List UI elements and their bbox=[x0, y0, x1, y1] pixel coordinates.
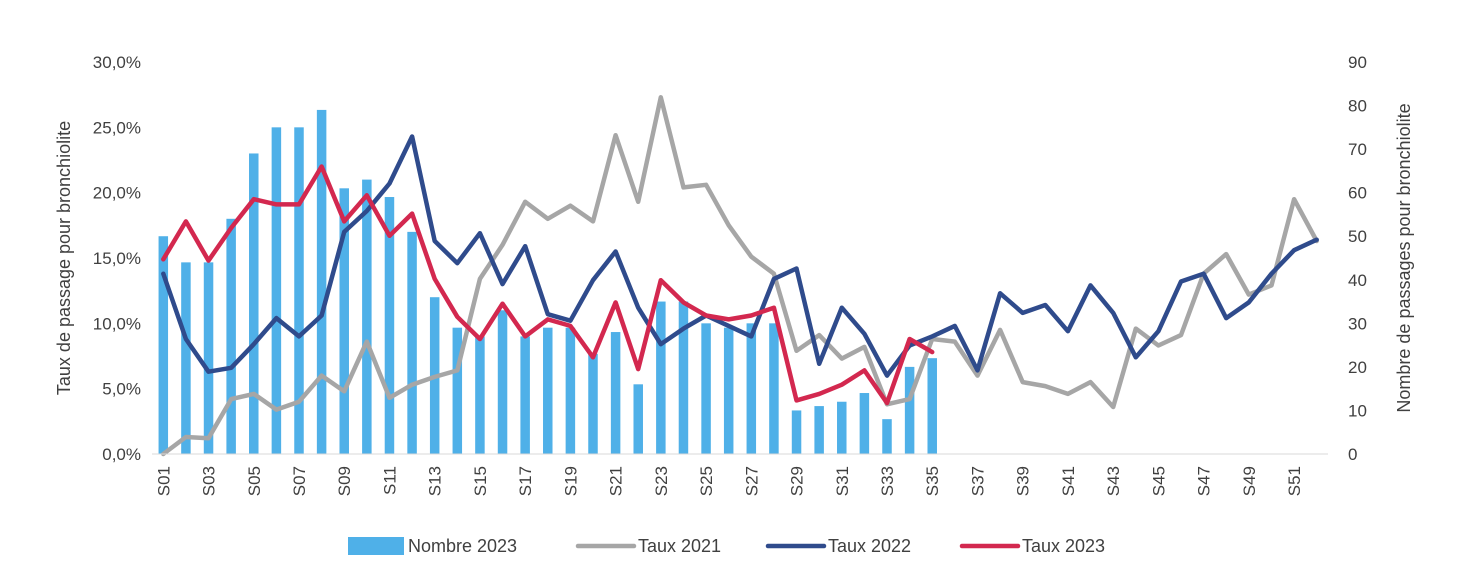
bar-S21 bbox=[610, 332, 621, 454]
x-tick-label: S31 bbox=[833, 466, 852, 496]
x-tick-label: S07 bbox=[290, 466, 309, 496]
x-tick-label: S51 bbox=[1285, 466, 1304, 496]
bar-S02 bbox=[181, 262, 191, 454]
bar-S18 bbox=[543, 327, 553, 454]
bar-S32 bbox=[859, 393, 870, 454]
bar-S26 bbox=[723, 327, 734, 454]
y-left-tick-label: 30,0% bbox=[93, 53, 141, 72]
bar-S24 bbox=[678, 301, 689, 454]
bar-S31 bbox=[837, 401, 847, 454]
bar-S14 bbox=[452, 327, 463, 454]
x-tick-label: S25 bbox=[697, 466, 716, 496]
y-right-tick-label: 90 bbox=[1348, 53, 1367, 72]
x-tick-label: S33 bbox=[878, 466, 897, 496]
x-tick-label: S03 bbox=[200, 466, 219, 496]
x-tick-label: S49 bbox=[1240, 466, 1259, 496]
y-right-tick-label: 10 bbox=[1348, 401, 1367, 420]
y-right-tick-label: 20 bbox=[1348, 358, 1367, 377]
x-tick-label: S05 bbox=[245, 466, 264, 496]
x-tick-label: S43 bbox=[1104, 466, 1123, 496]
bar-S12 bbox=[407, 231, 417, 454]
bar-S30 bbox=[814, 406, 824, 454]
bar-S29 bbox=[791, 410, 802, 454]
bars-layer bbox=[158, 109, 937, 455]
bar-S06 bbox=[271, 127, 282, 454]
x-tick-label: S27 bbox=[742, 466, 761, 496]
x-axis-ticks: S01 S03 S05 S07 S09 S11 S13 S15 S17 S19 S21 S23 S25 S… bbox=[154, 466, 1304, 496]
y-left-tick-label: 20,0% bbox=[93, 184, 141, 203]
bar-S27 bbox=[746, 323, 757, 454]
series-taux-2022 bbox=[161, 134, 1319, 378]
x-tick-label: S11 bbox=[380, 466, 399, 495]
bar-S33 bbox=[882, 419, 892, 454]
y-right-tick-label: 30 bbox=[1348, 314, 1367, 333]
bar-S11 bbox=[384, 197, 395, 454]
legend-label-taux-2021: Taux 2021 bbox=[638, 536, 721, 556]
bar-S04 bbox=[226, 218, 236, 454]
x-tick-label: S23 bbox=[652, 466, 671, 496]
x-tick-label: S29 bbox=[788, 466, 807, 496]
bar-S22 bbox=[633, 384, 643, 454]
legend-label-taux-2022: Taux 2022 bbox=[828, 536, 911, 556]
bar-S28 bbox=[769, 323, 779, 454]
bar-S15 bbox=[475, 336, 485, 454]
right-axis-ticks: 0 10 20 30 40 50 60 70 80 90 bbox=[1348, 53, 1367, 464]
bar-S16 bbox=[497, 310, 508, 454]
x-tick-label: S01 bbox=[154, 466, 173, 496]
y-right-tick-label: 50 bbox=[1348, 227, 1367, 246]
bar-S34 bbox=[904, 366, 915, 454]
bar-S05 bbox=[249, 153, 259, 454]
bar-S19 bbox=[565, 327, 576, 454]
legend-label-nombre-2023: Nombre 2023 bbox=[408, 536, 517, 556]
legend: Nombre 2023 Taux 2021 Taux 2022 Taux 2023 bbox=[348, 536, 1105, 556]
x-tick-label: S13 bbox=[426, 466, 445, 496]
bar-S07 bbox=[294, 127, 304, 454]
legend-swatch-nombre-2023 bbox=[348, 537, 404, 555]
y-right-tick-label: 40 bbox=[1348, 271, 1367, 290]
x-tick-label: S09 bbox=[335, 466, 354, 496]
x-tick-label: S19 bbox=[561, 466, 580, 496]
x-tick-label: S17 bbox=[516, 466, 535, 496]
y-left-tick-label: 10,0% bbox=[93, 314, 141, 333]
x-tick-label: S21 bbox=[607, 466, 626, 496]
series-taux-2023 bbox=[161, 164, 935, 406]
bar-S20 bbox=[588, 353, 598, 454]
x-tick-label: S39 bbox=[1014, 466, 1033, 496]
x-tick-label: S45 bbox=[1149, 466, 1168, 496]
bar-S10 bbox=[362, 179, 372, 454]
x-tick-label: S47 bbox=[1195, 466, 1214, 496]
bar-S35 bbox=[927, 358, 937, 454]
x-tick-label: S41 bbox=[1059, 466, 1078, 496]
x-tick-label: S37 bbox=[968, 466, 987, 496]
y-left-tick-label: 15,0% bbox=[93, 249, 141, 268]
y-right-tick-label: 60 bbox=[1348, 184, 1367, 203]
left-axis-ticks: 0,0% 5,0% 10,0% 15,0% 20,0% 25,0% 30,0% bbox=[93, 53, 141, 464]
series-taux-2021 bbox=[161, 95, 1319, 457]
y-left-tick-label: 0,0% bbox=[102, 445, 141, 464]
bar-S08 bbox=[316, 109, 327, 455]
y-axis-right-title: Nombre de passages pour bronchiolite bbox=[1394, 103, 1414, 412]
y-left-tick-label: 5,0% bbox=[102, 380, 141, 399]
x-tick-label: S35 bbox=[923, 466, 942, 496]
bar-S23 bbox=[656, 301, 666, 454]
y-right-tick-label: 70 bbox=[1348, 140, 1367, 159]
y-right-tick-label: 0 bbox=[1348, 445, 1357, 464]
lines-layer bbox=[161, 95, 1319, 457]
bar-S01 bbox=[158, 236, 169, 454]
x-tick-label: S15 bbox=[471, 466, 490, 496]
bar-S03 bbox=[203, 262, 214, 454]
y-left-tick-label: 25,0% bbox=[93, 118, 141, 137]
bar-S17 bbox=[520, 336, 530, 454]
y-right-tick-label: 80 bbox=[1348, 97, 1367, 116]
bar-S09 bbox=[339, 188, 349, 455]
y-axis-left-title: Taux de passage pour bronchiolite bbox=[54, 121, 74, 395]
legend-label-taux-2023: Taux 2023 bbox=[1022, 536, 1105, 556]
bar-S25 bbox=[701, 323, 711, 454]
